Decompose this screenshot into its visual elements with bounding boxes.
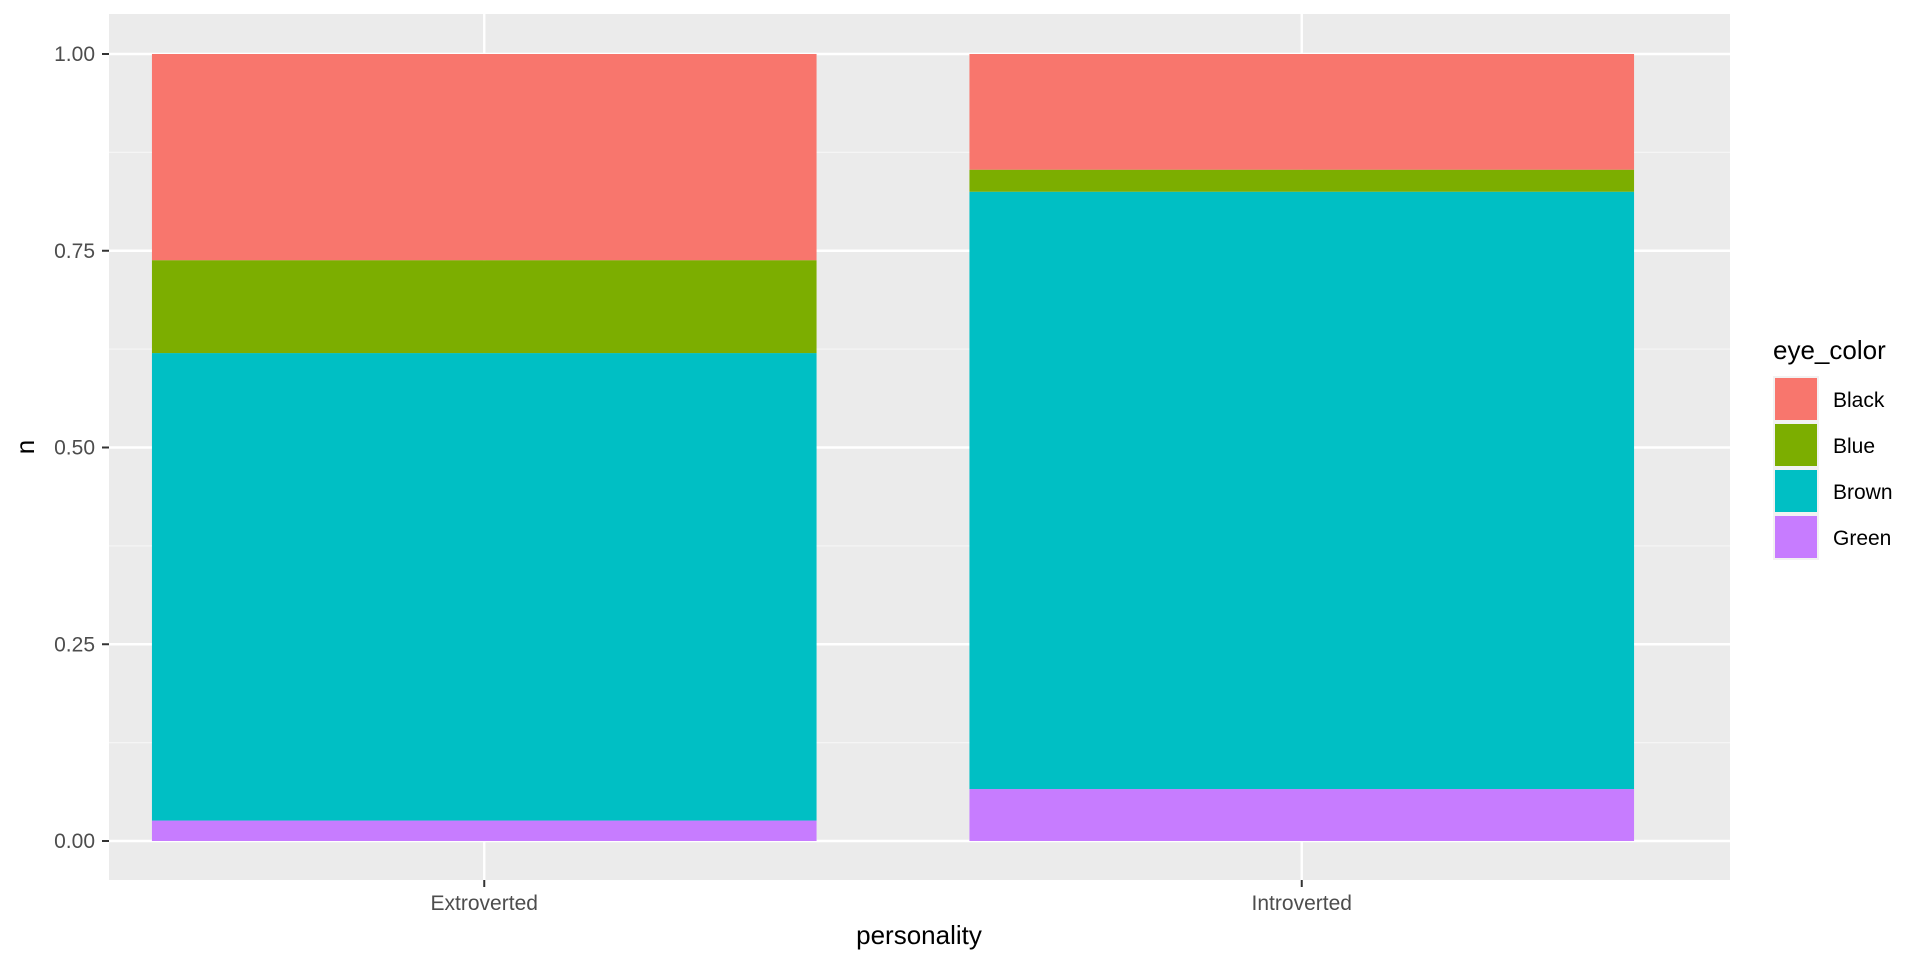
- y-tick-label: 1.00: [54, 43, 95, 66]
- bar-segment-brown-extroverted: [151, 353, 817, 821]
- bar-segment-green-extroverted: [151, 820, 817, 841]
- axes: 0.00 0.25 0.50 0.75 1.00 Extroverted Introvert…: [54, 43, 1352, 915]
- y-axis-title: n: [10, 440, 40, 454]
- legend-swatch-green: [1775, 516, 1817, 558]
- legend-swatch-black: [1775, 378, 1817, 420]
- legend-title: eye_color: [1773, 335, 1886, 365]
- y-tick-label: 0.00: [54, 830, 95, 853]
- bar-segment-green-introverted: [969, 789, 1635, 841]
- x-tick-label: Extroverted: [431, 892, 538, 915]
- bar-segment-black-extroverted: [151, 54, 817, 261]
- y-tick-label: 0.25: [54, 633, 95, 656]
- y-tick-label: 0.50: [54, 437, 95, 460]
- legend-swatch-brown: [1775, 470, 1817, 512]
- y-tick-label: 0.75: [54, 240, 95, 263]
- bar-segment-blue-extroverted: [151, 260, 817, 354]
- bar-segment-blue-introverted: [969, 169, 1635, 192]
- legend-swatch-blue: [1775, 424, 1817, 466]
- bars: [151, 54, 1635, 841]
- legend-label-blue: Blue: [1833, 435, 1875, 458]
- legend-label-brown: Brown: [1833, 481, 1893, 504]
- bar-segment-black-introverted: [969, 54, 1635, 170]
- legend: eye_color Black Blue Brown Green: [1773, 335, 1893, 560]
- legend-label-green: Green: [1833, 527, 1891, 550]
- bar-segment-brown-introverted: [969, 191, 1635, 790]
- x-tick-label: Introverted: [1252, 892, 1352, 915]
- x-axis-title: personality: [856, 920, 982, 950]
- legend-label-black: Black: [1833, 389, 1885, 412]
